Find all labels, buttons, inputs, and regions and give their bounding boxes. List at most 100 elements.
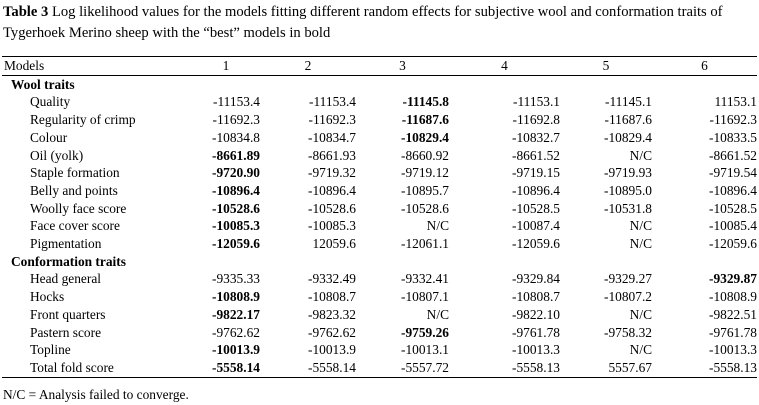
value-cell-model-5: -10531.8 <box>604 200 652 216</box>
value-cell-model-2: 12059.6 <box>312 236 356 252</box>
trait-label: Pigmentation <box>30 236 102 252</box>
value-cell-model-6: -10013.3 <box>709 342 757 358</box>
value-cell-model-2: -10808.7 <box>308 289 356 305</box>
value-cell-model-4: -10013.3 <box>512 342 560 358</box>
value-cell-model-1: -11153.4 <box>213 94 260 110</box>
value-cell-model-5: N/C <box>629 342 652 358</box>
value-cell-model-5: -11687.6 <box>604 112 652 128</box>
value-cell-model-3: -9719.12 <box>401 165 449 181</box>
table-row: Pastern score -9762.62 -9762.62 -9759.26 -97… <box>2 324 757 342</box>
value-cell-model-3: -10895.7 <box>401 182 449 198</box>
value-cell-model-4: -10832.7 <box>512 129 560 145</box>
value-cell-model-4: -11692.8 <box>512 112 560 128</box>
value-cell-model-3: -11687.6 <box>401 112 449 128</box>
value-cell-model-2: -11692.3 <box>308 112 356 128</box>
value-cell-model-5: -9758.32 <box>604 324 652 340</box>
trait-label: Woolly face score <box>30 200 127 216</box>
header-model-3: 3 <box>399 58 406 73</box>
value-cell-model-3: -11145.8 <box>402 94 449 110</box>
value-cell-model-1: -10808.9 <box>212 289 260 305</box>
value-cell-model-1: -10085.3 <box>212 218 260 234</box>
value-cell-model-1: -9720.90 <box>212 165 260 181</box>
section-title: Wool traits <box>11 76 75 92</box>
trait-label: Pastern score <box>30 324 102 340</box>
header-model-6: 6 <box>701 58 708 73</box>
table-caption-label: Table 3 <box>3 4 49 20</box>
value-cell-model-6: -10085.4 <box>709 218 757 234</box>
table-row: Colour -10834.8 -10834.7 -10829.4 -10832.7 -1… <box>2 129 757 147</box>
value-cell-model-1: -5558.14 <box>212 359 260 375</box>
value-cell-model-5: N/C <box>629 218 652 234</box>
value-cell-model-1: -12059.6 <box>212 236 260 252</box>
value-cell-model-1: -10834.8 <box>212 129 260 145</box>
value-cell-model-2: -10085.3 <box>308 218 356 234</box>
value-cell-model-5: -9719.93 <box>604 165 652 181</box>
value-cell-model-6: -9761.78 <box>709 324 757 340</box>
table-row: Regularity of crimp -11692.3 -11692.3 -1168… <box>2 111 757 129</box>
trait-label: Colour <box>30 129 68 145</box>
trait-label: Regularity of crimp <box>30 112 136 128</box>
value-cell-model-1: -11692.3 <box>212 112 260 128</box>
trait-label: Face cover score <box>30 218 120 234</box>
trait-label: Belly and points <box>30 182 118 198</box>
value-cell-model-2: -10896.4 <box>308 182 356 198</box>
value-cell-model-2: -9823.32 <box>308 306 356 322</box>
table-row: Hocks -10808.9 -10808.7 -10807.1 -10808.7 -10… <box>2 288 757 306</box>
value-cell-model-3: -8660.92 <box>401 147 449 163</box>
header-model-1: 1 <box>222 58 230 73</box>
table-caption-text: Log likelihood values for the models fit… <box>3 4 723 41</box>
header-model-4: 4 <box>501 58 508 73</box>
value-cell-model-6: -9329.87 <box>709 271 757 287</box>
value-cell-model-3: -9332.41 <box>401 271 449 287</box>
value-cell-model-3: -10528.6 <box>401 200 449 216</box>
value-cell-model-3: N/C <box>426 218 449 234</box>
value-cell-model-1: -10896.4 <box>212 182 260 198</box>
section-title: Conformation traits <box>11 253 126 269</box>
value-cell-model-6: -10528.5 <box>709 200 757 216</box>
value-cell-model-4: -8661.52 <box>512 147 560 163</box>
value-cell-model-5: -10829.4 <box>604 129 652 145</box>
table-row: Belly and points -10896.4 -10896.4 -10895.7… <box>2 182 757 200</box>
trait-label: Head general <box>30 271 102 287</box>
trait-label: Hocks <box>30 289 65 305</box>
value-cell-model-5: -10895.0 <box>604 182 652 198</box>
trait-label: Front quarters <box>30 306 106 322</box>
value-cell-model-3: -5557.72 <box>401 359 449 375</box>
value-cell-model-1: -9762.62 <box>212 324 260 340</box>
value-cell-model-6: -10833.5 <box>709 129 757 145</box>
trait-label: Topline <box>30 342 71 358</box>
table-row: Face cover score -10085.3 -10085.3 N/C -1008… <box>2 217 757 235</box>
value-cell-model-1: -10013.9 <box>212 342 260 358</box>
value-cell-model-5: 5557.67 <box>608 359 652 375</box>
value-cell-model-4: -5558.13 <box>512 359 560 375</box>
value-cell-model-3: -10013.1 <box>401 342 449 358</box>
value-cell-model-3: -10807.1 <box>401 289 449 305</box>
value-cell-model-2: -9762.62 <box>308 324 356 340</box>
table-body: Wool traits Quality -11153.4 -11153.4 -11145… <box>2 75 757 378</box>
table-row: Oil (yolk) -8661.89 -8661.93 -8660.92 -8661.… <box>2 147 757 165</box>
table-row: Total fold score -5558.14 -5558.14 -5557.72… <box>2 359 757 378</box>
value-cell-model-2: -10013.9 <box>308 342 356 358</box>
value-cell-model-1: -9335.33 <box>212 271 260 287</box>
value-cell-model-5: N/C <box>629 306 652 322</box>
value-cell-model-2: -10834.7 <box>308 129 356 145</box>
value-cell-model-4: -10528.5 <box>512 200 560 216</box>
value-cell-model-3: -9759.26 <box>401 324 449 340</box>
table-row: Woolly face score -10528.6 -10528.6 -10528.… <box>2 200 757 218</box>
section-row: Conformation traits <box>2 253 757 271</box>
value-cell-model-3: -10829.4 <box>401 129 449 145</box>
value-cell-model-4: -12059.6 <box>512 236 560 252</box>
trait-label: Staple formation <box>30 165 120 181</box>
value-cell-model-6: -10896.4 <box>709 182 757 198</box>
header-model-2: 2 <box>304 58 312 73</box>
value-cell-model-1: -8661.89 <box>212 147 260 163</box>
table-row: Front quarters -9822.17 -9823.32 N/C -9822.1… <box>2 306 757 324</box>
value-cell-model-4: -10808.7 <box>512 289 560 305</box>
trait-label: Oil (yolk) <box>30 147 84 163</box>
value-cell-model-5: -10807.2 <box>604 289 652 305</box>
table-row: Staple formation -9720.90 -9719.32 -9719.12… <box>2 164 757 182</box>
table-row: Head general -9335.33 -9332.49 -9332.41 -932… <box>2 270 757 288</box>
value-cell-model-5: -9329.27 <box>604 271 652 287</box>
trait-label: Total fold score <box>30 359 114 375</box>
value-cell-model-5: N/C <box>629 236 652 252</box>
